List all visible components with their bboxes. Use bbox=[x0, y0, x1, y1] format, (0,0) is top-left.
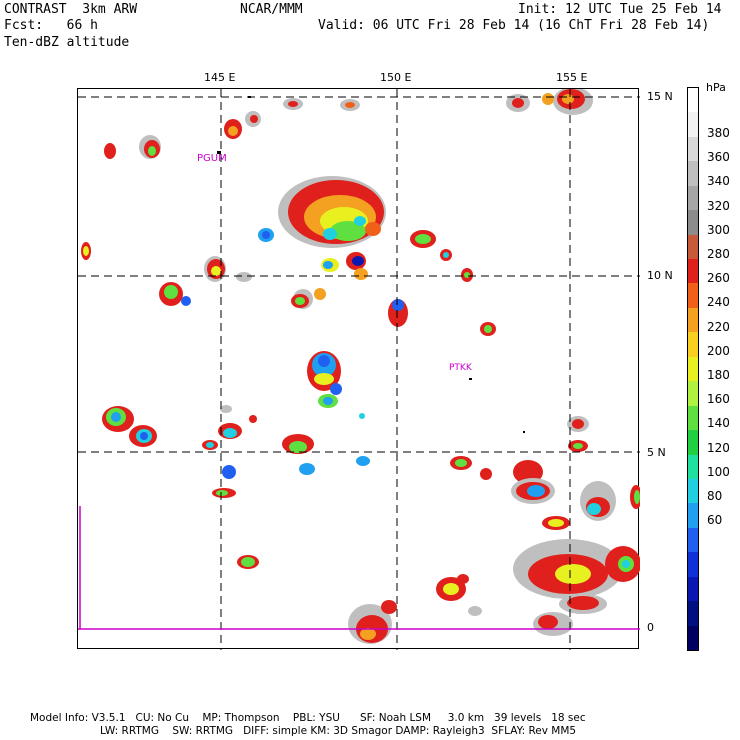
colorbar-tick-label: 160 bbox=[707, 392, 730, 407]
colorbar-segment bbox=[688, 283, 698, 309]
lat-label-0: 0 bbox=[647, 621, 654, 634]
header-valid-time: Valid: 06 UTC Fri 28 Feb 14 (16 ChT Fri … bbox=[318, 18, 710, 33]
lon-label-155e: 155 E bbox=[556, 71, 588, 84]
map-plot-area: PGUM PTKK bbox=[77, 88, 640, 650]
colorbar-tick-label: 300 bbox=[707, 222, 730, 237]
storm-cells-5n bbox=[212, 416, 589, 498]
storm-cells-middle bbox=[307, 351, 365, 419]
header-field-name: Ten-dBZ altitude bbox=[4, 35, 130, 50]
lat-label-5n: 5 N bbox=[647, 446, 666, 459]
station-label-pgum: PGUM bbox=[197, 153, 227, 164]
lat-label-10n: 10 N bbox=[647, 269, 673, 282]
colorbar-segment bbox=[688, 576, 698, 602]
header-init-time: Init: 12 UTC Tue 25 Feb 14 bbox=[518, 2, 722, 17]
colorbar-segment bbox=[688, 161, 698, 187]
colorbar-tick-label: 60 bbox=[707, 513, 723, 528]
storm-cells-10n bbox=[81, 230, 496, 336]
colorbar-segment bbox=[688, 356, 698, 382]
domain-boundary bbox=[78, 506, 640, 630]
colorbar-segment bbox=[688, 332, 698, 358]
colorbar-tick-label: 100 bbox=[707, 464, 730, 479]
colorbar-segment bbox=[688, 259, 698, 284]
colorbar-segment bbox=[688, 136, 698, 162]
colorbar-segment bbox=[688, 527, 698, 553]
storm-cells-northwest bbox=[104, 98, 360, 159]
storm-cluster-central bbox=[278, 176, 386, 280]
colorbar-segment bbox=[688, 112, 698, 138]
lon-label-150e: 150 E bbox=[380, 71, 412, 84]
colorbar-segment bbox=[688, 503, 698, 529]
map-canvas bbox=[78, 89, 640, 650]
colorbar-segment bbox=[688, 478, 698, 504]
header-product-title: CONTRAST 3km ARW bbox=[4, 2, 138, 17]
colorbar-tick-label: 80 bbox=[707, 489, 723, 503]
colorbar-segment bbox=[688, 601, 698, 627]
colorbar-tick-label: 320 bbox=[707, 198, 730, 213]
colorbar-tick-label: 260 bbox=[707, 271, 730, 286]
storm-cells-south bbox=[237, 555, 573, 644]
colorbar-tick-label: 180 bbox=[707, 368, 730, 382]
colorbar-segment bbox=[688, 307, 698, 333]
colorbar-segment bbox=[688, 210, 698, 236]
footer-model-info-line1: Model Info: V3.5.1 CU: No Cu MP: Thompso… bbox=[30, 712, 586, 724]
colorbar-tick-label: 280 bbox=[707, 247, 730, 261]
colorbar-segment bbox=[688, 185, 698, 211]
colorbar-tick-label: 380 bbox=[707, 126, 730, 140]
colorbar-segment bbox=[688, 381, 698, 407]
colorbar-segment bbox=[688, 405, 698, 431]
storm-cells-west-6n bbox=[102, 405, 257, 450]
lon-label-145e: 145 E bbox=[204, 71, 236, 84]
colorbar-segment bbox=[688, 454, 698, 480]
colorbar-unit-label: hPa bbox=[706, 81, 726, 94]
island-markers bbox=[217, 96, 525, 433]
colorbar-tick-label: 200 bbox=[707, 343, 730, 358]
header-institution: NCAR/MMM bbox=[240, 2, 303, 17]
colorbar-tick-label: 360 bbox=[707, 150, 730, 165]
colorbar-segment bbox=[688, 552, 698, 578]
colorbar-tick-label: 140 bbox=[707, 416, 730, 431]
colorbar-tick-label: 340 bbox=[707, 174, 730, 189]
colorbar bbox=[687, 87, 699, 651]
colorbar-tick-label: 120 bbox=[707, 440, 730, 455]
colorbar-segment bbox=[688, 234, 698, 260]
colorbar-tick-label: 220 bbox=[707, 319, 730, 334]
storm-cells-northeast bbox=[506, 89, 593, 115]
storm-cells-southeast bbox=[511, 460, 640, 614]
lat-label-15n: 15 N bbox=[647, 90, 673, 103]
colorbar-segment bbox=[688, 430, 698, 455]
graticule bbox=[78, 89, 640, 650]
colorbar-segment bbox=[688, 88, 698, 113]
station-label-ptkk: PTKK bbox=[449, 363, 472, 373]
colorbar-segment bbox=[688, 625, 698, 651]
footer-model-info-line2: LW: RRTMG SW: RRTMG DIFF: simple KM: 3D … bbox=[100, 725, 577, 737]
storm-cell-blue-west bbox=[258, 228, 274, 242]
header-forecast-hour: Fcst: 66 h bbox=[4, 18, 98, 33]
colorbar-tick-label: 240 bbox=[707, 295, 730, 310]
